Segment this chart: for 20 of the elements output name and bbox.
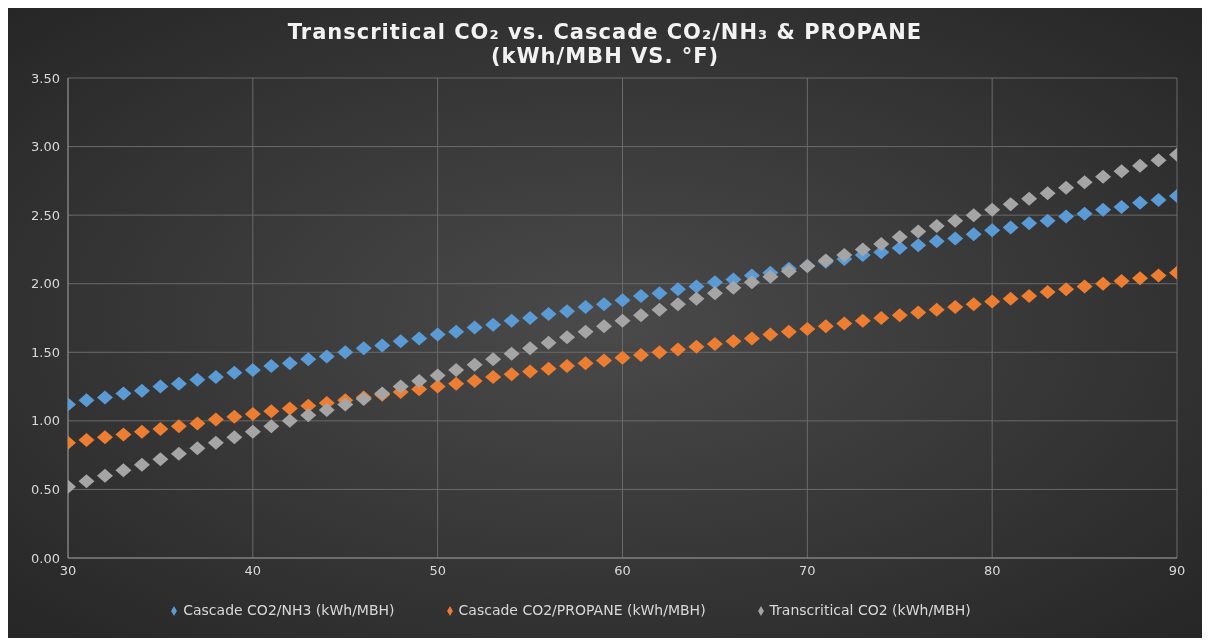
y-tick-label: 1.50 [31,344,60,360]
x-tick-label: 70 [799,563,816,579]
y-tick-label: 0.00 [31,550,60,566]
y-tick-label: 0.50 [31,482,60,498]
x-tick-label: 90 [1168,563,1186,579]
legend-label: Transcritical CO2 (kWh/MBH) [769,602,971,618]
x-tick-label: 80 [983,563,1001,579]
chart-title: Transcritical CO₂ vs. Cascade CO₂/NH₃ & PROPANE [286,20,924,44]
y-tick-label: 2.50 [31,207,60,223]
x-tick-label: 40 [244,563,262,579]
y-tick-label: 2.00 [31,276,60,292]
y-tick-label: 3.50 [31,70,60,86]
y-tick-label: 3.00 [31,139,60,155]
x-tick-label: 60 [614,563,631,579]
legend-label: Cascade CO2/PROPANE (kWh/MBH) [458,602,706,618]
legend-label: Cascade CO2/NH3 (kWh/MBH) [183,602,395,618]
x-tick-label: 30 [59,563,77,579]
y-tick-label: 1.00 [31,413,60,429]
chart-subtitle: (kWh/MBH VS. °F) [489,44,721,68]
x-tick-label: 50 [429,563,446,579]
